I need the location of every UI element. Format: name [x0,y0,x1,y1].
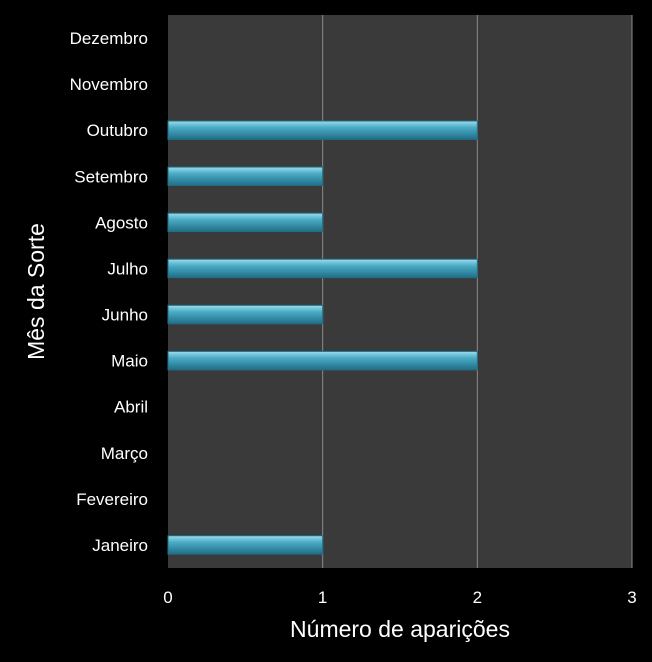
bar-junho [167,304,324,325]
y-axis-title: Mês da Sorte [23,223,49,360]
category-label: Agosto [95,213,148,232]
bar-maio [167,350,478,371]
bar-agosto [167,212,324,233]
bar-julho [167,258,478,279]
x-tick-label: 3 [627,588,636,607]
x-tick-label: 2 [473,588,482,607]
category-label: Março [101,444,148,463]
category-label: Janeiro [92,536,148,555]
bars [167,120,478,555]
category-label: Outubro [87,121,148,140]
bar-outubro [167,120,478,140]
plot-area [168,15,632,568]
x-axis-title: Número de aparições [290,616,510,642]
x-tick-label: 0 [163,588,172,607]
category-label: Fevereiro [76,490,148,509]
x-tick-labels: 0 1 2 3 [163,588,636,607]
x-tick-label: 1 [318,588,327,607]
category-label: Setembro [74,167,148,186]
bar-setembro [167,166,324,187]
category-label: Junho [102,306,148,325]
category-label: Dezembro [70,29,148,48]
category-label: Abril [114,398,148,417]
bar-janeiro [167,535,324,555]
category-label: Julho [107,259,148,278]
category-label: Maio [111,352,148,371]
gridlines [322,15,633,568]
category-label: Novembro [70,75,148,94]
category-labels: Janeiro Fevereiro Março Abril Maio Junho Julho… [70,29,148,555]
